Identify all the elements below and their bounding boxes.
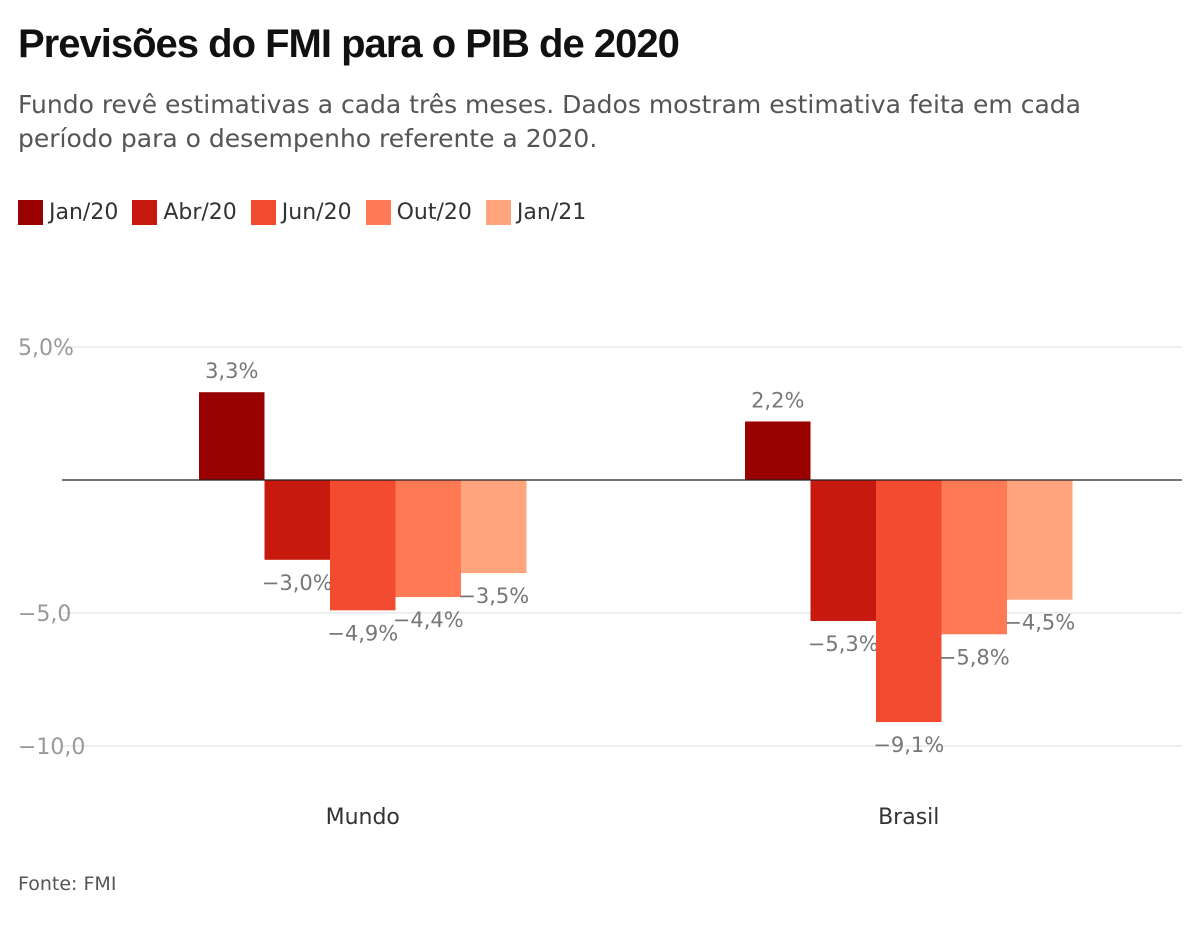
legend-swatch bbox=[250, 200, 276, 225]
data-label: −4,5% bbox=[1004, 611, 1075, 635]
bar bbox=[461, 480, 527, 574]
legend-label: Jun/20 bbox=[281, 200, 352, 225]
data-label: −4,4% bbox=[393, 608, 464, 632]
chart-subtitle: Fundo revê estimativas a cada três meses… bbox=[18, 90, 1081, 153]
legend-label: Abr/20 bbox=[163, 200, 237, 225]
legend-label: Jan/21 bbox=[516, 200, 587, 225]
y-tick-label: −10,0 bbox=[18, 735, 85, 760]
legend-label: Out/20 bbox=[396, 200, 472, 225]
data-label: −3,0% bbox=[262, 571, 333, 595]
data-label: −5,3% bbox=[808, 632, 879, 656]
legend-swatch bbox=[18, 200, 43, 225]
data-label: 3,3% bbox=[205, 359, 258, 383]
legend-swatch bbox=[365, 200, 391, 225]
legend-item: Jun/20 bbox=[250, 200, 352, 225]
bar bbox=[810, 480, 876, 621]
bar bbox=[1007, 480, 1073, 600]
data-label: −5,8% bbox=[939, 645, 1010, 669]
bar bbox=[876, 480, 942, 723]
bar bbox=[745, 421, 811, 480]
chart-title: Previsões do FMI para o PIB de 2020 bbox=[18, 22, 680, 66]
legend-item: Out/20 bbox=[365, 200, 472, 225]
source-note: Fonte: FMI bbox=[18, 873, 117, 895]
legend-item: Abr/20 bbox=[132, 200, 237, 225]
y-tick-label: 5,0% bbox=[18, 336, 74, 361]
data-label: 2,2% bbox=[751, 388, 804, 412]
legend-swatch bbox=[485, 200, 511, 225]
legend-item: Jan/21 bbox=[485, 200, 587, 225]
x-category-label: Brasil bbox=[878, 805, 939, 830]
x-category-label: Mundo bbox=[326, 805, 400, 830]
bar bbox=[199, 392, 265, 480]
legend-swatch bbox=[132, 200, 158, 225]
bar bbox=[395, 480, 461, 598]
legend: Jan/20 Abr/20 Jun/20 Out/20 Jan/21 bbox=[18, 200, 586, 225]
bar bbox=[941, 480, 1007, 635]
legend-item: Jan/20 bbox=[18, 200, 118, 225]
legend-label: Jan/20 bbox=[49, 200, 119, 225]
data-label: −9,1% bbox=[873, 733, 944, 757]
bar bbox=[264, 480, 330, 560]
bar bbox=[330, 480, 396, 611]
data-label: −3,5% bbox=[458, 584, 529, 608]
y-tick-label: −5,0 bbox=[18, 602, 71, 627]
data-label: −4,9% bbox=[327, 621, 398, 645]
